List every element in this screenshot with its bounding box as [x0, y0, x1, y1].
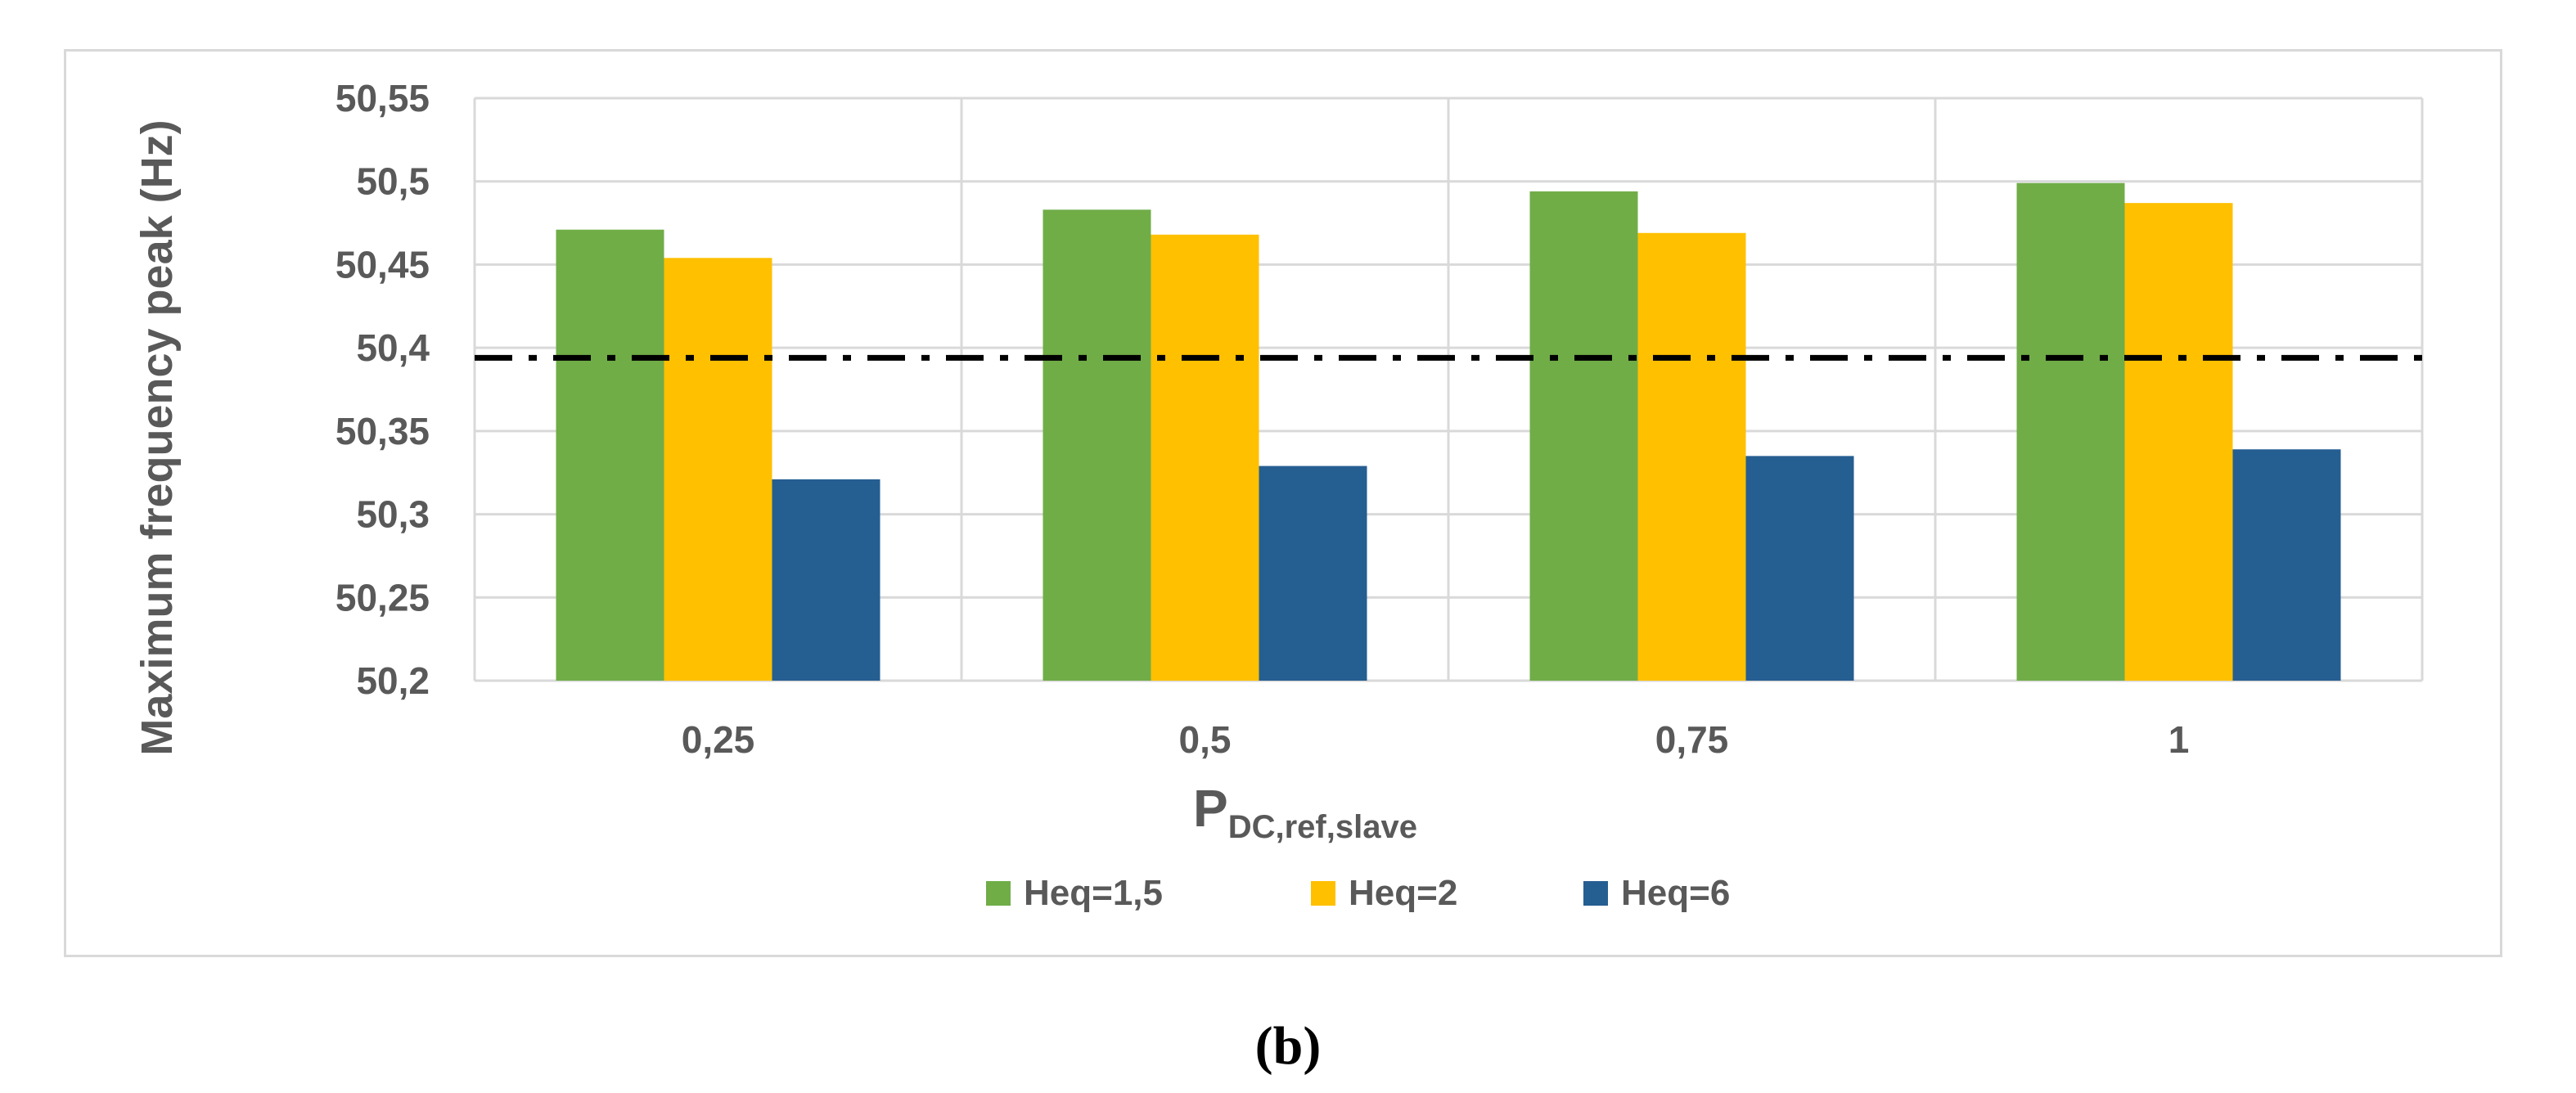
- y-tick-label: 50,35: [336, 410, 430, 452]
- bar: [772, 479, 880, 681]
- x-axis-label: PDC,ref,slave: [1193, 779, 1417, 845]
- x-tick-label: 0,5: [1179, 718, 1232, 761]
- y-tick-label: 50,45: [336, 243, 430, 286]
- legend-label: Heq=1,5: [1024, 873, 1163, 913]
- legend-swatch: [1311, 881, 1335, 906]
- y-tick-label: 50,3: [356, 493, 430, 536]
- bars-layer: [556, 182, 2341, 681]
- figure-caption: (b): [1255, 1016, 1322, 1076]
- x-axis-label-subscript: DC,ref,slave: [1228, 809, 1417, 845]
- y-tick-label: 50,4: [356, 326, 430, 369]
- y-axis-label: Maximum frequency peak (Hz): [133, 119, 182, 755]
- bar: [2016, 182, 2125, 681]
- bar: [1745, 456, 1854, 681]
- y-tick-label: 50,2: [356, 659, 430, 702]
- bar: [2124, 203, 2233, 681]
- bar: [664, 258, 772, 681]
- legend-label: Heq=6: [1621, 873, 1730, 913]
- legend-label: Heq=2: [1349, 873, 1457, 913]
- bar: [1637, 232, 1746, 681]
- bar: [1529, 191, 1638, 681]
- x-tick-labels: 0,25 0,5 0,75 1: [682, 718, 2190, 761]
- y-tick-label: 50,25: [336, 576, 430, 618]
- y-tick-label: 50,55: [336, 77, 430, 119]
- x-tick-label: 1: [2168, 718, 2190, 761]
- bar: [1151, 234, 1259, 681]
- x-axis-label-main: P: [1193, 779, 1228, 838]
- y-tick-label: 50,5: [356, 160, 430, 203]
- y-tick-labels: 50,2 50,25 50,3 50,35 50,4 50,45 50,5 50,55: [336, 77, 430, 702]
- bar: [556, 229, 664, 681]
- legend-swatch: [986, 881, 1011, 906]
- legend-swatch: [1583, 881, 1608, 906]
- x-tick-label: 0,75: [1655, 718, 1729, 761]
- legend: Heq=1,5 Heq=2 Heq=6: [986, 873, 1730, 913]
- bar: [1043, 209, 1151, 681]
- bar: [2232, 449, 2341, 681]
- bar: [1259, 466, 1367, 681]
- x-tick-label: 0,25: [682, 718, 755, 761]
